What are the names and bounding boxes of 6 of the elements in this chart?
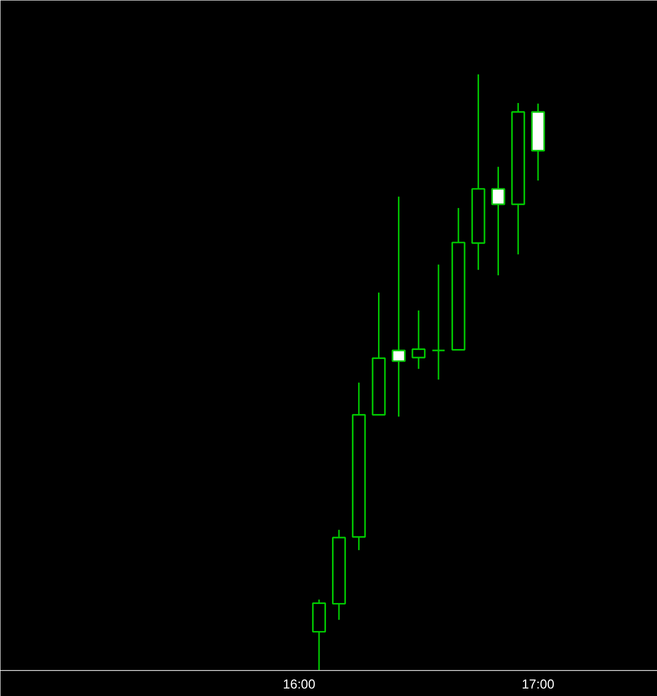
candlestick [432, 264, 446, 380]
x-tick-label: 17:00 [522, 676, 554, 692]
candlestick [412, 310, 426, 370]
candlestick [392, 196, 406, 418]
candlestick [491, 166, 506, 276]
x-tick-label: 16:00 [282, 676, 316, 692]
